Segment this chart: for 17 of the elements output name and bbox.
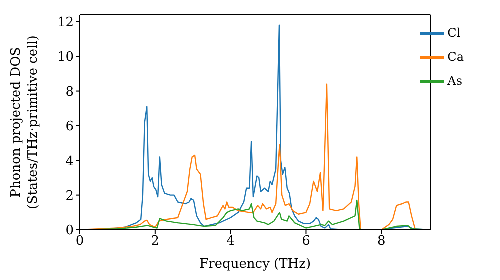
- x-tick-label: 2: [151, 234, 160, 250]
- x-tick-label: 4: [226, 234, 235, 250]
- y-tick-label: 0: [66, 224, 74, 239]
- x-tick-label: 8: [378, 234, 386, 250]
- legend-label: Ca: [448, 50, 464, 64]
- x-tick-label: 6: [302, 234, 310, 250]
- y-tick-label: 10: [57, 50, 74, 66]
- y-tick-label: 12: [57, 16, 74, 31]
- y-tick-label: 8: [66, 84, 74, 100]
- legend-label: As: [448, 74, 462, 88]
- y-tick-label: 6: [66, 120, 74, 135]
- x-axis-title: Frequency (THz): [200, 257, 312, 272]
- y-axis-title: Phonon projected DOS (States/THz·primitive cell): [9, 35, 41, 210]
- x-tick-label: 0: [76, 234, 84, 250]
- legend-label: Cl: [448, 26, 461, 40]
- y-tick-label: 4: [66, 154, 74, 170]
- y-tick-label: 2: [66, 188, 74, 204]
